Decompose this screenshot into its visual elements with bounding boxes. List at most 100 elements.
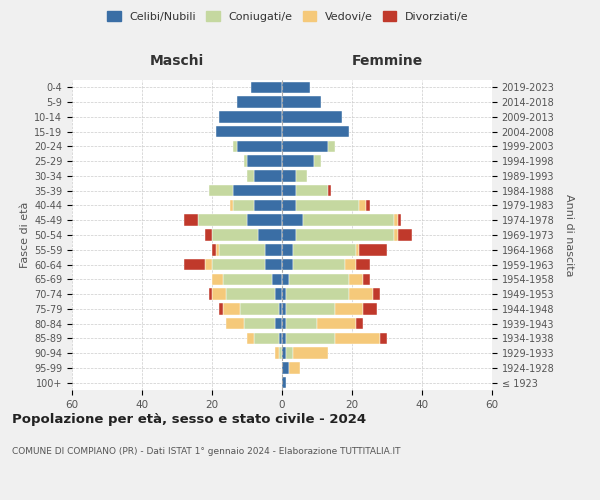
Bar xyxy=(184,214,198,226)
Bar xyxy=(209,185,233,196)
Bar xyxy=(345,259,355,270)
Bar xyxy=(286,348,293,359)
Bar xyxy=(247,156,282,167)
Bar xyxy=(215,126,282,138)
Bar xyxy=(212,244,215,256)
Bar xyxy=(282,185,296,196)
Bar xyxy=(359,200,366,211)
Bar xyxy=(265,244,282,256)
Bar xyxy=(240,303,278,314)
Bar xyxy=(271,274,282,285)
Y-axis label: Fasce di età: Fasce di età xyxy=(20,202,30,268)
Bar xyxy=(296,229,394,241)
Bar xyxy=(257,229,282,241)
Bar xyxy=(394,214,398,226)
Bar xyxy=(212,288,226,300)
Bar xyxy=(289,362,299,374)
Bar xyxy=(212,259,265,270)
Bar xyxy=(355,244,359,256)
Bar xyxy=(380,332,387,344)
Bar xyxy=(282,244,293,256)
Bar xyxy=(219,244,265,256)
Bar xyxy=(366,200,370,211)
Bar xyxy=(244,318,275,330)
Bar xyxy=(233,140,236,152)
Bar xyxy=(233,185,282,196)
Bar xyxy=(219,303,223,314)
Bar xyxy=(303,214,394,226)
Bar xyxy=(282,348,286,359)
Bar xyxy=(349,274,362,285)
Bar xyxy=(282,140,328,152)
Bar xyxy=(223,303,240,314)
Bar xyxy=(282,362,289,374)
Bar xyxy=(286,318,317,330)
Bar xyxy=(314,156,320,167)
Bar xyxy=(394,229,398,241)
Bar xyxy=(362,303,377,314)
Bar xyxy=(282,200,296,211)
Bar xyxy=(293,244,355,256)
Bar xyxy=(247,214,282,226)
Bar xyxy=(254,170,282,181)
Text: Popolazione per età, sesso e stato civile - 2024: Popolazione per età, sesso e stato civil… xyxy=(12,412,366,426)
Bar xyxy=(198,214,247,226)
Bar xyxy=(275,288,282,300)
Bar xyxy=(226,288,275,300)
Bar xyxy=(293,348,328,359)
Bar xyxy=(247,332,254,344)
Bar xyxy=(359,244,387,256)
Bar xyxy=(328,185,331,196)
Bar xyxy=(282,259,293,270)
Bar xyxy=(282,377,286,388)
Bar xyxy=(278,303,282,314)
Bar xyxy=(335,332,380,344)
Y-axis label: Anni di nascita: Anni di nascita xyxy=(564,194,574,276)
Bar xyxy=(251,82,282,93)
Bar xyxy=(275,348,278,359)
Bar xyxy=(317,318,355,330)
Bar xyxy=(282,303,286,314)
Bar xyxy=(236,140,282,152)
Bar xyxy=(282,82,310,93)
Bar xyxy=(289,274,349,285)
Text: COMUNE DI COMPIANO (PR) - Dati ISTAT 1° gennaio 2024 - Elaborazione TUTTITALIA.I: COMUNE DI COMPIANO (PR) - Dati ISTAT 1° … xyxy=(12,448,401,456)
Bar xyxy=(398,229,412,241)
Bar xyxy=(349,288,373,300)
Bar xyxy=(282,156,314,167)
Bar xyxy=(275,318,282,330)
Bar xyxy=(215,244,219,256)
Bar xyxy=(212,274,223,285)
Bar xyxy=(282,214,303,226)
Bar xyxy=(296,170,307,181)
Text: Femmine: Femmine xyxy=(352,54,422,68)
Bar xyxy=(223,274,271,285)
Bar xyxy=(226,318,244,330)
Bar xyxy=(286,288,349,300)
Bar xyxy=(286,303,335,314)
Bar xyxy=(282,170,296,181)
Bar xyxy=(244,156,247,167)
Bar xyxy=(335,303,362,314)
Bar xyxy=(184,259,205,270)
Bar xyxy=(286,332,335,344)
Bar xyxy=(355,318,362,330)
Bar xyxy=(278,348,282,359)
Bar xyxy=(236,96,282,108)
Text: Maschi: Maschi xyxy=(150,54,204,68)
Bar xyxy=(282,274,289,285)
Bar xyxy=(282,111,341,122)
Bar xyxy=(233,200,254,211)
Bar xyxy=(247,170,254,181)
Bar xyxy=(296,185,328,196)
Bar xyxy=(205,229,212,241)
Bar xyxy=(209,288,212,300)
Bar xyxy=(296,200,359,211)
Bar xyxy=(212,229,257,241)
Bar xyxy=(293,259,345,270)
Bar xyxy=(265,259,282,270)
Bar xyxy=(278,332,282,344)
Bar xyxy=(373,288,380,300)
Bar xyxy=(219,111,282,122)
Bar xyxy=(282,96,320,108)
